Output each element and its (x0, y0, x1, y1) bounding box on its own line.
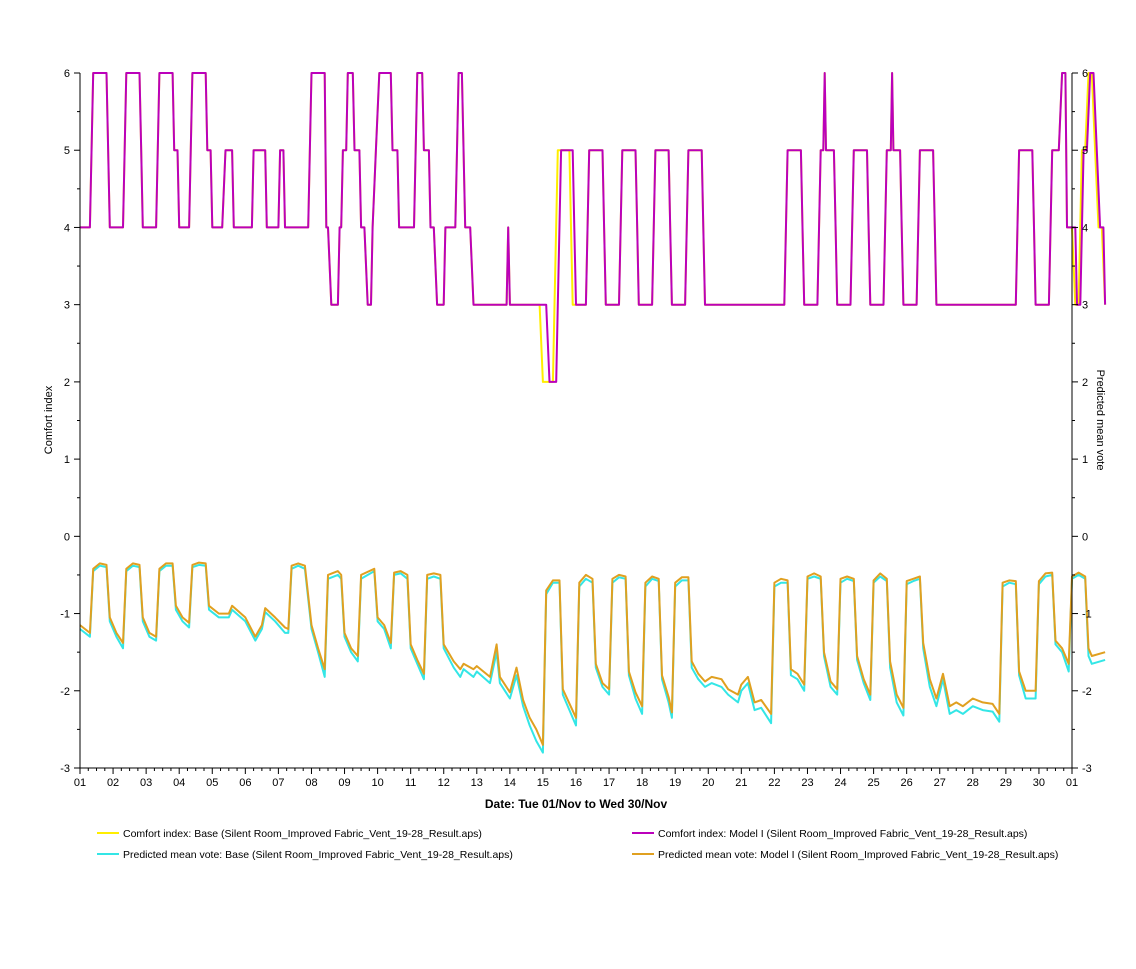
y-tick-label-left: -3 (60, 763, 70, 775)
legend-label: Predicted mean vote: Base (Silent Room_I… (123, 849, 513, 861)
y-tick-label-right: 0 (1082, 531, 1088, 543)
y-tick-label-right: 4 (1082, 222, 1088, 234)
legend-label: Comfort index: Model I (Silent Room_Impr… (658, 828, 1027, 840)
x-tick-label: 03 (140, 777, 152, 789)
series-line-2 (80, 72, 1107, 383)
x-tick-label: 30 (1033, 777, 1045, 789)
x-tick-label: 12 (438, 777, 450, 789)
x-tick-label: 22 (768, 777, 780, 789)
y-tick-label-left: -2 (60, 686, 70, 698)
x-tick-label: 04 (173, 777, 185, 789)
x-tick-label: 10 (371, 777, 383, 789)
legend-label: Predicted mean vote: Model I (Silent Roo… (658, 849, 1058, 861)
y-tick-label-right: 5 (1082, 145, 1088, 157)
x-tick-label: 20 (702, 777, 714, 789)
series-layer (79, 72, 1107, 754)
legend-label: Comfort index: Base (Silent Room_Improve… (123, 828, 482, 840)
x-tick-label: 07 (272, 777, 284, 789)
x-tick-label: 14 (504, 777, 516, 789)
x-tick-label: 24 (834, 777, 846, 789)
y-axis-title-left: Comfort index (43, 385, 55, 454)
x-axis-title: Date: Tue 01/Nov to Wed 30/Nov (485, 797, 668, 811)
y-tick-label-right: 3 (1082, 300, 1088, 312)
y-axis-title-right: Predicted mean vote (1094, 370, 1106, 471)
x-tick-label: 21 (735, 777, 747, 789)
x-tick-label: 23 (801, 777, 813, 789)
x-tick-label: 16 (570, 777, 582, 789)
x-tick-label: 17 (603, 777, 615, 789)
x-tick-label: 29 (1000, 777, 1012, 789)
y-tick-label-right: 2 (1082, 377, 1088, 389)
x-tick-label: 25 (867, 777, 879, 789)
x-tick-label: 15 (537, 777, 549, 789)
x-tick-label: 05 (206, 777, 218, 789)
x-tick-label: 13 (471, 777, 483, 789)
y-tick-label-left: 2 (64, 377, 70, 389)
y-tick-label-right: -2 (1082, 686, 1092, 698)
x-tick-label: 01 (1066, 777, 1078, 789)
y-tick-label-left: 1 (64, 454, 70, 466)
y-tick-label-left: 0 (64, 531, 70, 543)
y-tick-label-left: 4 (64, 222, 70, 234)
legend: Comfort index: Base (Silent Room_Improve… (97, 828, 1058, 861)
y-tick-label-left: 6 (64, 68, 70, 80)
y-tick-label-right: -1 (1082, 609, 1092, 621)
y-tick-label-left: -1 (60, 609, 70, 621)
x-tick-label: 06 (239, 777, 251, 789)
x-tick-label: 09 (338, 777, 350, 789)
x-tick-label: 08 (305, 777, 317, 789)
y-tick-label-left: 5 (64, 145, 70, 157)
x-tick-label: 19 (669, 777, 681, 789)
x-tick-label: 11 (405, 777, 416, 789)
y-tick-label-right: -3 (1082, 763, 1092, 775)
x-tick-label: 18 (636, 777, 648, 789)
x-tick-label: 27 (934, 777, 946, 789)
series-line-4 (79, 561, 1106, 746)
y-tick-label-left: 3 (64, 300, 70, 312)
x-tick-label: 01 (74, 777, 86, 789)
x-tick-label: 28 (967, 777, 979, 789)
x-tick-label: 02 (107, 777, 119, 789)
y-tick-label-right: 1 (1082, 454, 1088, 466)
y-tick-label-right: 6 (1082, 68, 1088, 80)
axes: -3 -3-2 -2-1 -10 01 12 23 34 45 56 601 02 03 04 05 06 07… (60, 68, 1092, 789)
x-tick-label: 26 (901, 777, 913, 789)
